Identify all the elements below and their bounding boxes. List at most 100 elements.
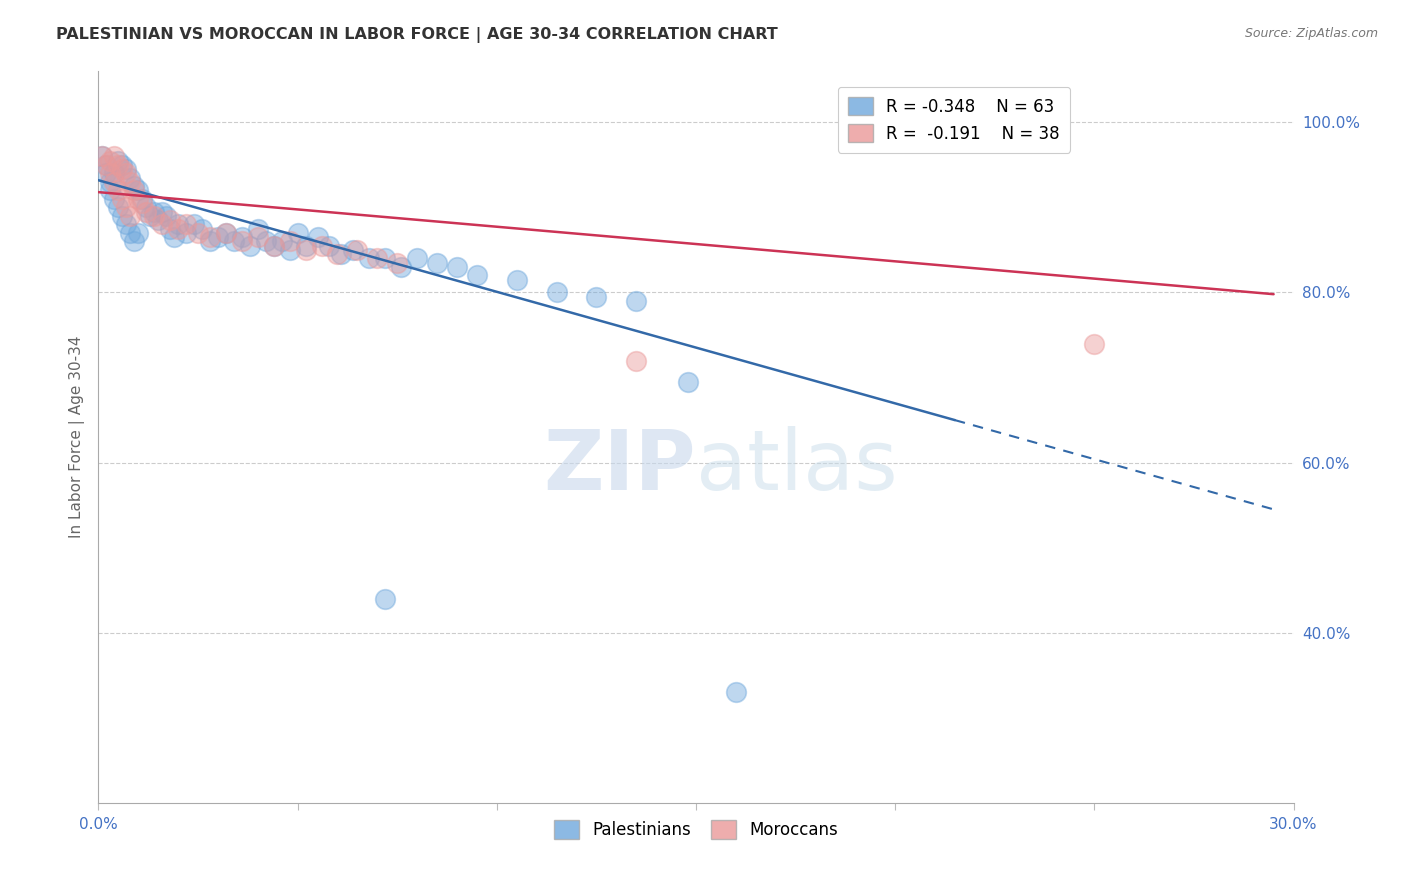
Point: [155, 209, 177, 223]
Point: [374, 591, 396, 606]
Point: [120, 226, 142, 240]
Point: [724, 685, 747, 699]
Point: [131, 192, 153, 206]
Point: [98, 175, 122, 189]
Point: [446, 260, 468, 274]
Text: atlas: atlas: [696, 425, 897, 507]
Point: [330, 247, 353, 261]
Point: [326, 247, 349, 261]
Point: [150, 218, 173, 232]
Point: [148, 213, 170, 227]
Point: [127, 183, 149, 197]
Point: [111, 158, 134, 172]
Point: [231, 230, 253, 244]
Point: [131, 196, 153, 211]
Point: [389, 260, 412, 274]
Point: [506, 273, 529, 287]
Point: [222, 235, 245, 249]
Point: [366, 252, 388, 266]
Point: [246, 221, 269, 235]
Point: [103, 149, 125, 163]
Point: [311, 238, 333, 252]
Point: [318, 238, 340, 252]
Point: [215, 226, 238, 240]
Point: [294, 238, 316, 252]
Text: PALESTINIAN VS MOROCCAN IN LABOR FORCE | AGE 30-34 CORRELATION CHART: PALESTINIAN VS MOROCCAN IN LABOR FORCE |…: [56, 27, 778, 43]
Point: [124, 183, 146, 197]
Point: [143, 209, 166, 223]
Point: [207, 230, 229, 244]
Point: [135, 204, 157, 219]
Point: [546, 285, 568, 300]
Point: [91, 149, 114, 163]
Point: [294, 243, 316, 257]
Point: [585, 290, 607, 304]
Point: [124, 179, 146, 194]
Point: [406, 252, 429, 266]
Point: [215, 226, 238, 240]
Point: [96, 158, 118, 172]
Point: [115, 166, 138, 180]
Point: [167, 218, 190, 232]
Point: [96, 166, 118, 180]
Y-axis label: In Labor Force | Age 30-34: In Labor Force | Age 30-34: [69, 335, 84, 539]
Point: [107, 201, 129, 215]
Point: [626, 293, 648, 308]
Point: [111, 192, 134, 206]
Point: [287, 226, 309, 240]
Point: [183, 218, 205, 232]
Point: [127, 192, 149, 206]
Point: [103, 192, 125, 206]
Point: [346, 243, 368, 257]
Point: [270, 235, 292, 249]
Point: [159, 221, 181, 235]
Point: [139, 209, 162, 223]
Point: [426, 256, 449, 270]
Point: [115, 218, 138, 232]
Point: [120, 209, 142, 223]
Point: [150, 204, 173, 219]
Point: [1083, 336, 1105, 351]
Point: [239, 238, 262, 252]
Point: [98, 183, 122, 197]
Point: [278, 243, 301, 257]
Point: [374, 252, 396, 266]
Text: Source: ZipAtlas.com: Source: ZipAtlas.com: [1244, 27, 1378, 40]
Point: [191, 221, 214, 235]
Point: [198, 235, 221, 249]
Point: [465, 268, 488, 283]
Point: [198, 230, 221, 244]
Point: [91, 149, 114, 163]
Point: [231, 235, 253, 249]
Point: [359, 252, 381, 266]
Point: [115, 201, 138, 215]
Point: [107, 158, 129, 172]
Point: [111, 162, 134, 177]
Point: [676, 375, 699, 389]
Point: [159, 213, 181, 227]
Point: [115, 162, 138, 177]
Point: [127, 226, 149, 240]
Point: [107, 183, 129, 197]
Point: [124, 235, 146, 249]
Point: [111, 209, 134, 223]
Point: [263, 238, 285, 252]
Point: [187, 226, 209, 240]
Point: [254, 235, 277, 249]
Legend: Palestinians, Moroccans: Palestinians, Moroccans: [547, 814, 845, 846]
Point: [143, 204, 166, 219]
Point: [103, 175, 125, 189]
Point: [278, 235, 301, 249]
Point: [342, 243, 364, 257]
Point: [98, 166, 122, 180]
Text: ZIP: ZIP: [544, 425, 696, 507]
Point: [98, 153, 122, 168]
Point: [263, 238, 285, 252]
Point: [135, 201, 157, 215]
Point: [103, 166, 125, 180]
Point: [163, 230, 186, 244]
Point: [120, 175, 142, 189]
Point: [307, 230, 329, 244]
Point: [626, 353, 648, 368]
Point: [167, 221, 190, 235]
